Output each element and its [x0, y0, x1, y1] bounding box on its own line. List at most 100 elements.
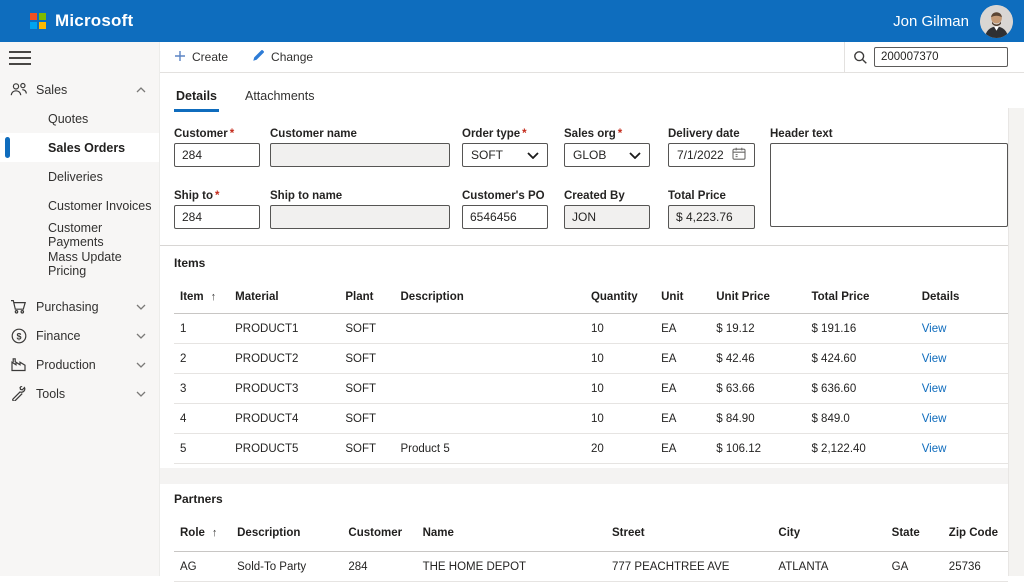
view-link[interactable]: View	[922, 443, 947, 455]
search-icon[interactable]	[853, 50, 868, 65]
col-name[interactable]: Name	[417, 514, 606, 552]
table-cell: 777 PEACHTREE AVE	[606, 552, 772, 582]
sidebar-item-customer-invoices[interactable]: Customer Invoices	[0, 191, 159, 220]
scrollbar-gutter[interactable]	[1008, 108, 1024, 576]
col-total-price[interactable]: Total Price	[805, 280, 915, 314]
view-link[interactable]: View	[922, 413, 947, 425]
required-asterisk: *	[618, 128, 622, 140]
customer-label: Customer	[174, 128, 228, 140]
sidebar-group-purchasing[interactable]: Purchasing	[0, 292, 159, 321]
partner-row: AG Sold-To Party 284 THE HOME DEPOT 777 …	[174, 552, 1008, 582]
avatar[interactable]	[980, 5, 1013, 38]
header-text-field: Header text	[770, 128, 1008, 232]
customer-input[interactable]	[174, 143, 260, 167]
sidebar-item-quotes[interactable]: Quotes	[0, 104, 159, 133]
customers-po-field: Customer's PO	[462, 190, 548, 229]
hamburger-menu-icon[interactable]	[9, 51, 31, 65]
col-details[interactable]: Details	[916, 280, 1008, 314]
pencil-icon	[252, 49, 265, 65]
partners-table: Role↑ Description Customer Name Street C…	[174, 514, 1008, 582]
sidebar-item-sales-orders[interactable]: Sales Orders	[0, 133, 159, 162]
sidebar-item-customer-payments[interactable]: Customer Payments	[0, 220, 159, 249]
col-item[interactable]: Item↑	[174, 280, 229, 314]
item-row: 4 PRODUCT4 SOFT 10 EA $ 84.90 $ 849.0 Vi…	[174, 404, 1008, 434]
svg-text:$: $	[16, 331, 21, 341]
plus-icon	[174, 50, 186, 65]
table-cell: View	[916, 344, 1008, 374]
section-divider	[160, 245, 1008, 246]
col-customer[interactable]: Customer	[342, 514, 416, 552]
order-type-value: SOFT	[471, 148, 503, 162]
col-role[interactable]: Role↑	[174, 514, 231, 552]
sidebar-group-production[interactable]: Production	[0, 350, 159, 379]
delivery-date-label: Delivery date	[668, 128, 755, 140]
partners-section-title: Partners	[174, 492, 223, 506]
col-zip-code[interactable]: Zip Code	[943, 514, 1008, 552]
change-button[interactable]: Change	[252, 49, 313, 65]
customer-name-label: Customer name	[270, 128, 450, 140]
customer-field: Customer*	[174, 128, 260, 167]
ship-to-name-label: Ship to name	[270, 190, 450, 202]
section-gap	[160, 468, 1008, 484]
required-asterisk: *	[522, 128, 526, 140]
chevron-down-icon	[136, 362, 146, 368]
table-cell: View	[916, 374, 1008, 404]
user-name[interactable]: Jon Gilman	[893, 13, 969, 30]
col-quantity[interactable]: Quantity	[585, 280, 655, 314]
col-unit[interactable]: Unit	[655, 280, 710, 314]
chevron-up-icon	[136, 87, 146, 93]
command-bar: Create Change	[160, 42, 1024, 73]
toolbar-divider	[844, 42, 845, 72]
create-button-label: Create	[192, 50, 228, 64]
col-city[interactable]: City	[772, 514, 885, 552]
view-link[interactable]: View	[922, 383, 947, 395]
col-unit-price[interactable]: Unit Price	[710, 280, 805, 314]
table-cell	[395, 314, 585, 344]
customers-po-input[interactable]	[462, 205, 548, 229]
col-material[interactable]: Material	[229, 280, 339, 314]
chevron-down-icon	[136, 333, 146, 339]
table-cell: ATLANTA	[772, 552, 885, 582]
header-text-input[interactable]	[770, 143, 1008, 227]
table-cell: PRODUCT5	[229, 434, 339, 464]
items-table: Item↑ Material Plant Description Quantit…	[174, 280, 1008, 464]
col-state[interactable]: State	[886, 514, 943, 552]
col-description[interactable]: Description	[231, 514, 342, 552]
table-cell: 3	[174, 374, 229, 404]
view-link[interactable]: View	[922, 323, 947, 335]
col-street[interactable]: Street	[606, 514, 772, 552]
customers-po-label: Customer's PO	[462, 190, 548, 202]
create-button[interactable]: Create	[174, 50, 228, 65]
table-cell: SOFT	[339, 404, 394, 434]
table-cell: EA	[655, 434, 710, 464]
table-cell: View	[916, 314, 1008, 344]
delivery-date-picker[interactable]: 7/1/2022	[668, 143, 755, 167]
view-link[interactable]: View	[922, 353, 947, 365]
order-type-select[interactable]: SOFT	[462, 143, 548, 167]
sidebar-group-sales[interactable]: Sales	[0, 75, 159, 104]
col-plant[interactable]: Plant	[339, 280, 394, 314]
tab-details[interactable]: Details	[174, 89, 219, 112]
table-cell: EA	[655, 314, 710, 344]
created-by-input	[564, 205, 650, 229]
tab-attachments[interactable]: Attachments	[243, 89, 316, 112]
order-search-input[interactable]	[874, 47, 1008, 67]
ship-to-input[interactable]	[174, 205, 260, 229]
table-cell: AG	[174, 552, 231, 582]
sidebar-item-deliveries[interactable]: Deliveries	[0, 162, 159, 191]
delivery-date-value: 7/1/2022	[677, 148, 724, 162]
items-header-row: Item↑ Material Plant Description Quantit…	[174, 280, 1008, 314]
chevron-down-icon	[629, 148, 641, 162]
table-cell: EA	[655, 344, 710, 374]
sidebar-item-mass-update-pricing[interactable]: Mass Update Pricing	[0, 249, 159, 278]
table-cell: EA	[655, 404, 710, 434]
table-cell: 1	[174, 314, 229, 344]
change-button-label: Change	[271, 50, 313, 64]
ship-to-name-input	[270, 205, 450, 229]
table-cell: 5	[174, 434, 229, 464]
col-description[interactable]: Description	[395, 280, 585, 314]
sidebar-group-finance[interactable]: $ Finance	[0, 321, 159, 350]
table-cell: $ 191.16	[805, 314, 915, 344]
sidebar-group-tools[interactable]: Tools	[0, 379, 159, 408]
sales-org-select[interactable]: GLOB	[564, 143, 650, 167]
